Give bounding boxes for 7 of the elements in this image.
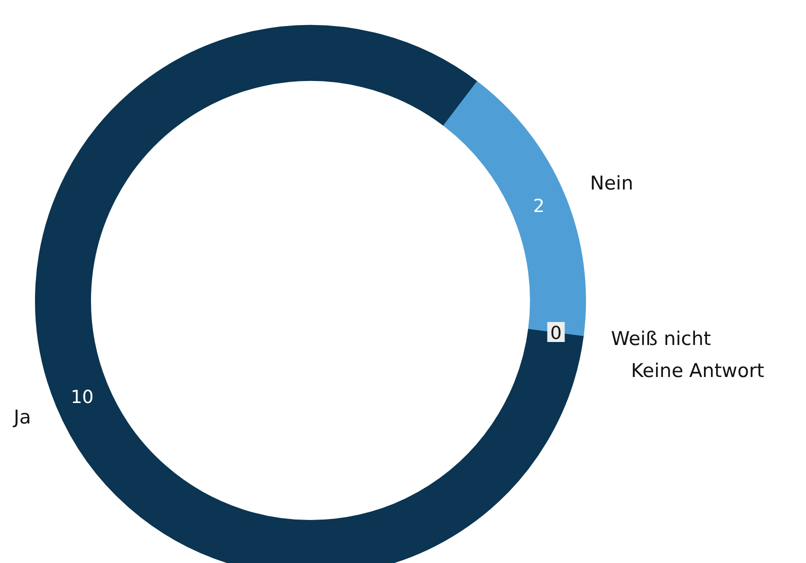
- text: 0: [550, 322, 562, 344]
- slice-label: Ja: [12, 406, 31, 428]
- category-label: Keine Antwort: [631, 360, 764, 382]
- slice-label: Nein: [590, 172, 634, 195]
- category-label: Weiß nicht: [611, 328, 711, 350]
- data-label: 2: [533, 196, 545, 217]
- data-label: 10: [70, 387, 94, 408]
